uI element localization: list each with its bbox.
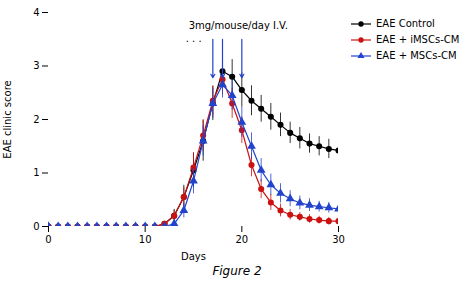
svg-text:EAE clinic score: EAE clinic score — [2, 80, 13, 158]
html-text:EAE Control: EAE Control — [376, 18, 435, 29]
svg-text:10: 10 — [139, 234, 152, 245]
svg-text:Days: Days — [181, 251, 206, 262]
html-text:EAE + iMSCs-CM: EAE + iMSCs-CM — [376, 34, 460, 45]
svg-text:2: 2 — [33, 114, 39, 125]
svg-text:3: 3 — [33, 60, 39, 71]
svg-text:30: 30 — [332, 234, 345, 245]
svg-text:0: 0 — [33, 221, 39, 232]
svg-text:3mg/mouse/day I.V.: 3mg/mouse/day I.V. — [189, 20, 288, 31]
svg-text:4: 4 — [33, 7, 39, 18]
html-text:Figure 2: Figure 2 — [212, 264, 262, 278]
svg-text:0: 0 — [45, 234, 51, 245]
svg-text:1: 1 — [33, 167, 39, 178]
svg-text:. . .: . . . — [186, 33, 202, 44]
svg-text:20: 20 — [235, 234, 248, 245]
html-text:EAE + MSCs-CM: EAE + MSCs-CM — [376, 50, 457, 61]
